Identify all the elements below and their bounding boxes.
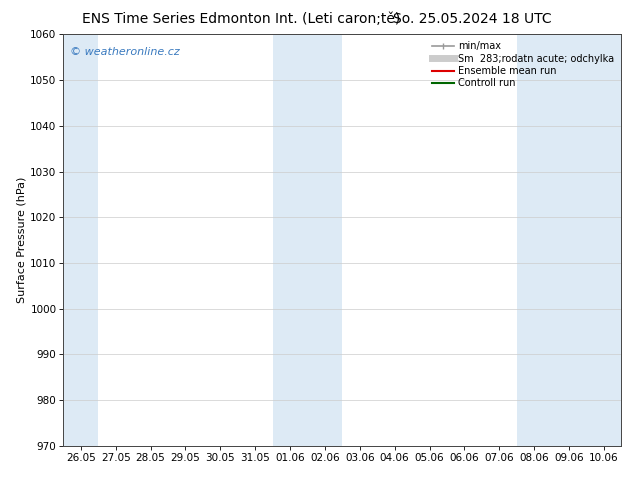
Legend: min/max, Sm  283;rodatn acute; odchylka, Ensemble mean run, Controll run: min/max, Sm 283;rodatn acute; odchylka, …	[430, 39, 616, 90]
Text: So. 25.05.2024 18 UTC: So. 25.05.2024 18 UTC	[393, 12, 552, 26]
Text: © weatheronline.cz: © weatheronline.cz	[70, 47, 180, 57]
Y-axis label: Surface Pressure (hPa): Surface Pressure (hPa)	[16, 177, 26, 303]
Bar	[273, 34, 342, 446]
Bar	[517, 34, 621, 446]
Text: ENS Time Series Edmonton Int. (Leti caron;tě): ENS Time Series Edmonton Int. (Leti caro…	[82, 12, 401, 26]
Bar	[63, 34, 98, 446]
